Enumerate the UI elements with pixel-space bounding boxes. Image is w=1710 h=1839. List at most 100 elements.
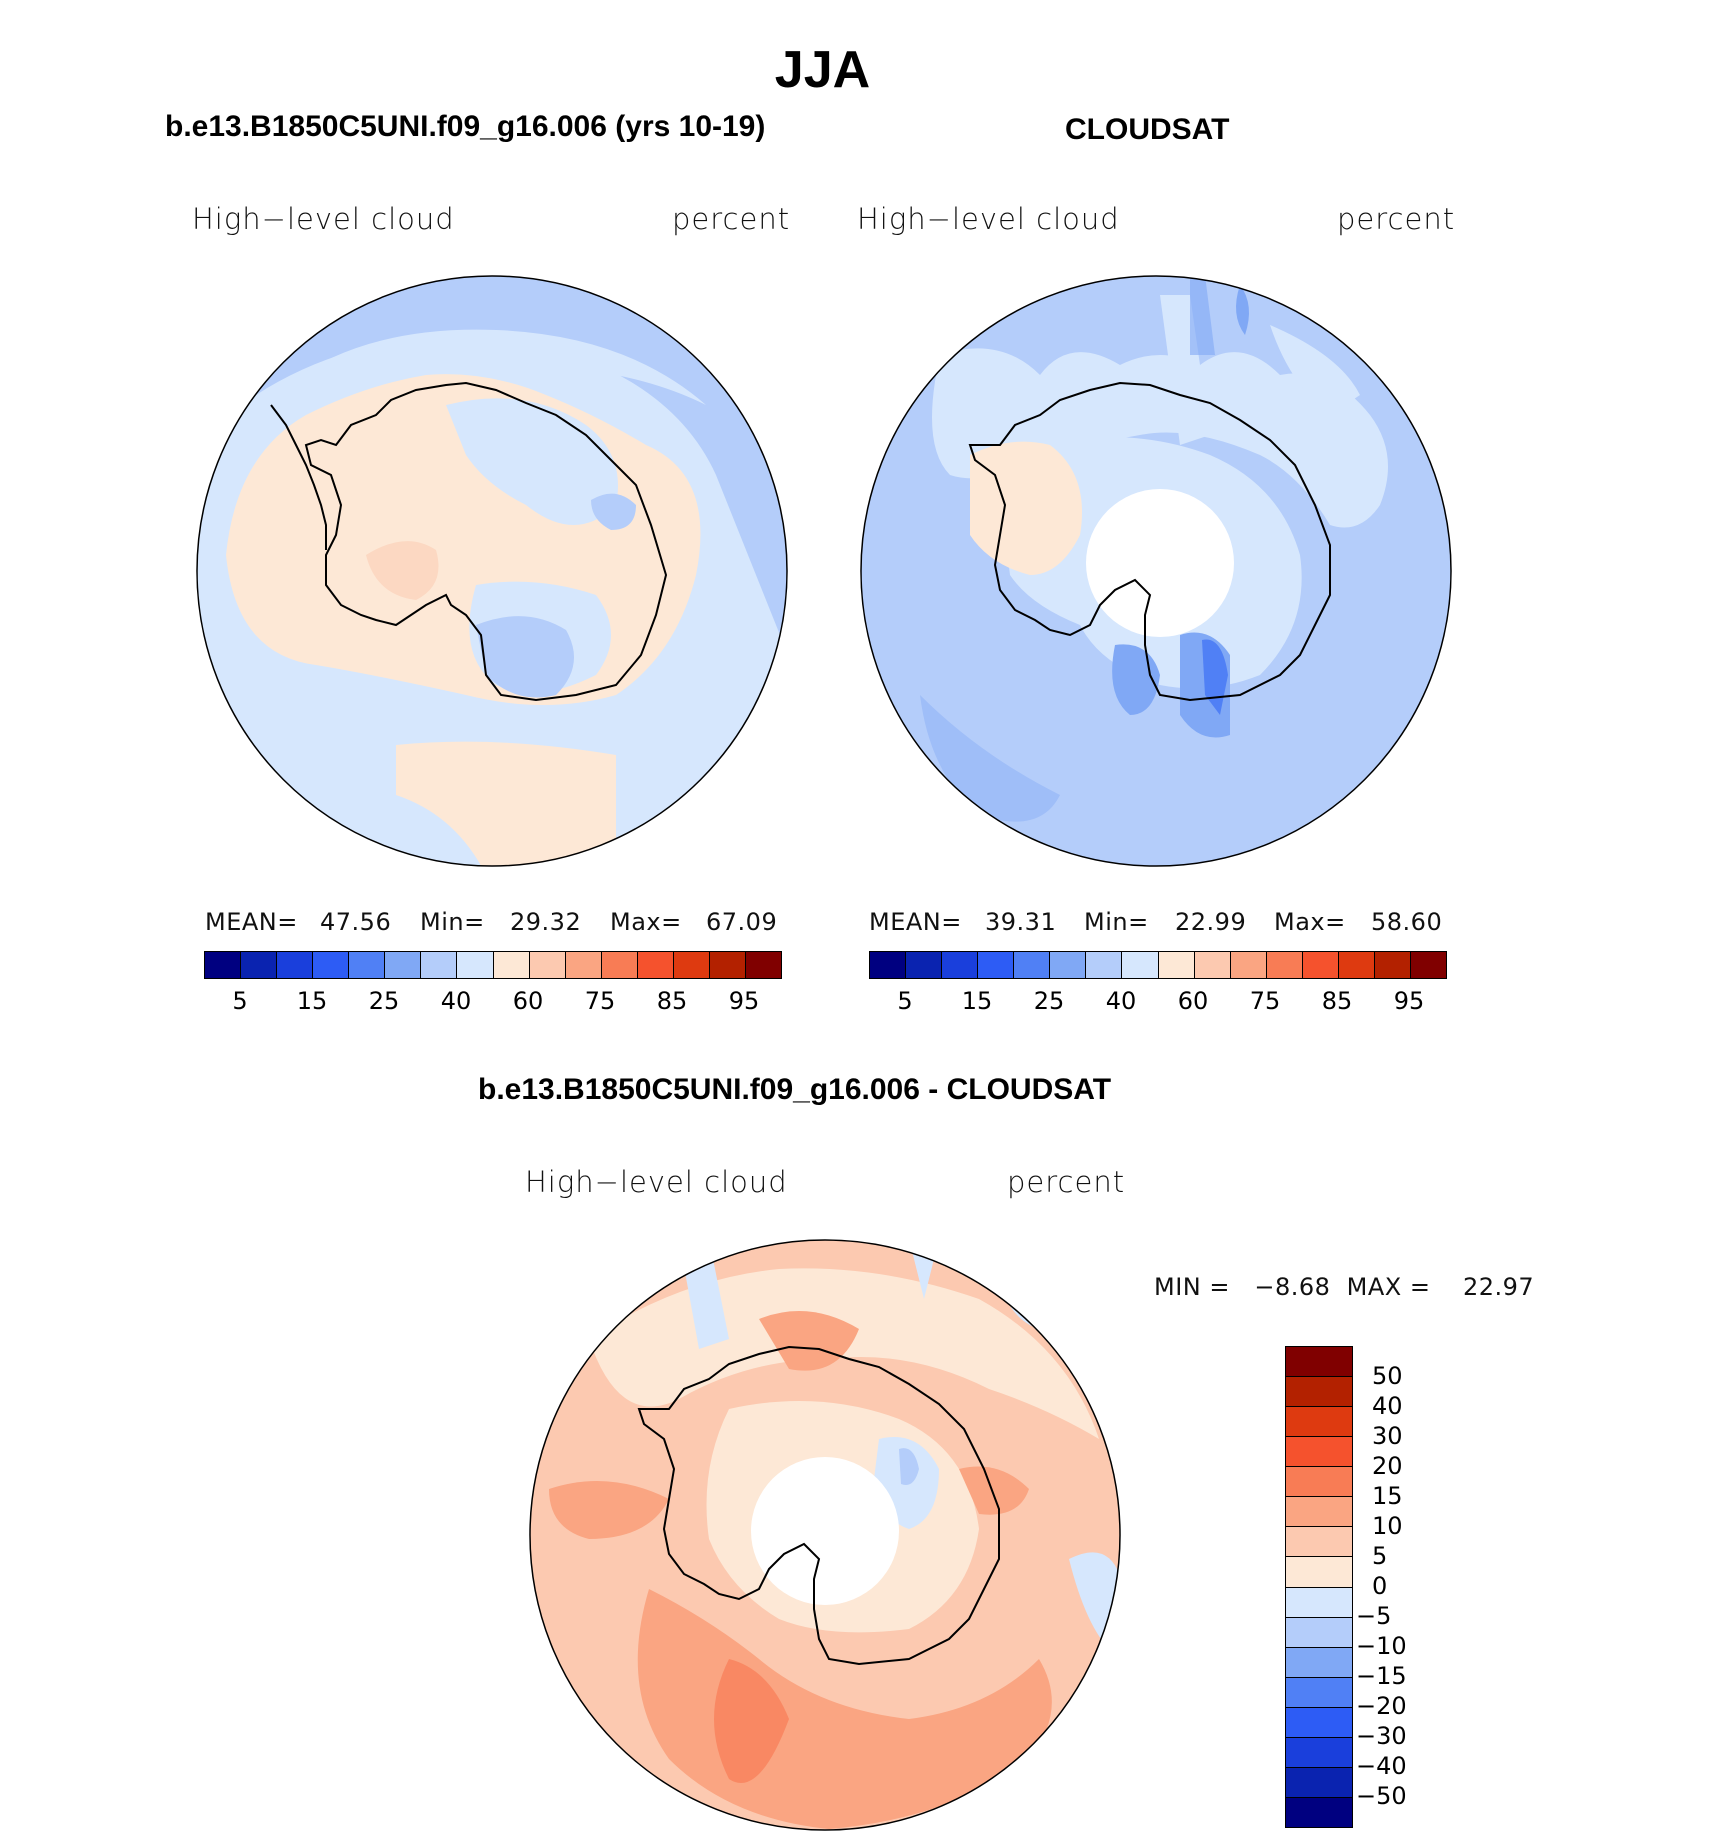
colorbar-tick-label: 20 — [1372, 1452, 1403, 1480]
colorbar-tick-label: −5 — [1356, 1602, 1392, 1630]
figure-title: JJA — [774, 41, 871, 99]
panel-2-max-value: 58.60 — [1371, 908, 1443, 936]
colorbar-swatch — [1014, 952, 1051, 978]
panel-3-units-label: percent — [1007, 1165, 1126, 1199]
colorbar-swatch — [1286, 1347, 1352, 1378]
panel-2-mean-label: MEAN= — [869, 908, 962, 936]
colorbar-tick-label: 60 — [1177, 987, 1209, 1015]
colorbar-swatch — [1286, 1737, 1352, 1768]
panel-2-units-label: percent — [1337, 202, 1456, 236]
colorbar-tick-label: 0 — [1372, 1572, 1388, 1600]
panel-1-colorbar — [204, 951, 782, 979]
colorbar-swatch — [1286, 1407, 1352, 1438]
panel-3-variable-label: High−level cloud — [525, 1165, 788, 1199]
colorbar-swatch — [1050, 952, 1087, 978]
colorbar-tick-label: −30 — [1356, 1722, 1407, 1750]
colorbar-tick-label: 85 — [1321, 987, 1353, 1015]
colorbar-swatch — [1122, 952, 1159, 978]
colorbar-swatch — [241, 952, 278, 978]
colorbar-swatch — [601, 952, 638, 978]
colorbar-swatch — [457, 952, 494, 978]
panel-2-colorbar — [869, 951, 1447, 979]
colorbar-swatch — [1286, 1557, 1352, 1588]
panel-3-title: b.e13.B1850C5UNI.f09_g16.006 - CLOUDSAT — [478, 1073, 1112, 1106]
colorbar-swatch — [1158, 952, 1195, 978]
colorbar-tick-label: 75 — [1249, 987, 1281, 1015]
colorbar-tick-label: 40 — [1372, 1392, 1403, 1420]
colorbar-swatch — [1286, 1647, 1352, 1678]
colorbar-swatch — [942, 952, 979, 978]
colorbar-swatch — [1286, 1707, 1352, 1738]
colorbar-swatch — [1302, 952, 1339, 978]
colorbar-tick-label: 5 — [1372, 1542, 1388, 1570]
colorbar-tick-label: 5 — [232, 987, 248, 1015]
colorbar-swatch — [385, 952, 422, 978]
colorbar-tick-label: 40 — [1105, 987, 1137, 1015]
panel-2-variable-label: High−level cloud — [857, 202, 1120, 236]
colorbar-swatch — [493, 952, 530, 978]
colorbar-tick-label: 25 — [368, 987, 400, 1015]
colorbar-swatch — [1374, 952, 1411, 978]
colorbar-swatch — [1286, 1677, 1352, 1708]
colorbar-tick-label: −20 — [1356, 1692, 1407, 1720]
panel-1-max-label: Max= — [610, 908, 682, 936]
colorbar-swatch — [313, 952, 350, 978]
colorbar-tick-label: 75 — [584, 987, 616, 1015]
colorbar-swatch — [529, 952, 566, 978]
panel-3-colorbar — [1285, 1346, 1353, 1828]
colorbar-tick-label: 30 — [1372, 1422, 1403, 1450]
colorbar-swatch — [906, 952, 943, 978]
colorbar-swatch — [1338, 952, 1375, 978]
panel-1-max-value: 67.09 — [706, 908, 778, 936]
panel-1-units-label: percent — [672, 202, 791, 236]
panel-2-mean-value: 39.31 — [985, 908, 1057, 936]
panel-1-variable-label: High−level cloud — [192, 202, 455, 236]
colorbar-swatch — [1266, 952, 1303, 978]
colorbar-swatch — [565, 952, 602, 978]
panel-2-min-label: Min= — [1084, 908, 1149, 936]
colorbar-tick-label: −10 — [1356, 1632, 1407, 1660]
colorbar-swatch — [1286, 1767, 1352, 1798]
panel-3-polar-map — [529, 1239, 1121, 1831]
colorbar-swatch — [1286, 1467, 1352, 1498]
panel-1-mean-value: 47.56 — [320, 908, 392, 936]
colorbar-tick-label: 25 — [1033, 987, 1065, 1015]
panel-2-min-value: 22.99 — [1175, 908, 1247, 936]
panel-2-polar-map — [860, 275, 1452, 867]
colorbar-swatch — [870, 952, 907, 978]
colorbar-swatch — [1286, 1587, 1352, 1618]
colorbar-tick-label: 95 — [728, 987, 760, 1015]
colorbar-swatch — [978, 952, 1015, 978]
colorbar-swatch — [277, 952, 314, 978]
colorbar-swatch — [421, 952, 458, 978]
panel-1-title: b.e13.B1850C5UNI.f09_g16.006 (yrs 10-19) — [165, 110, 766, 143]
colorbar-swatch — [1230, 952, 1267, 978]
colorbar-swatch — [205, 952, 242, 978]
colorbar-swatch — [1194, 952, 1231, 978]
colorbar-tick-label: 10 — [1372, 1512, 1403, 1540]
colorbar-tick-label: 15 — [1372, 1482, 1403, 1510]
panel-1-polar-map — [196, 275, 788, 867]
colorbar-swatch — [1286, 1797, 1352, 1827]
colorbar-tick-label: 50 — [1372, 1362, 1403, 1390]
colorbar-tick-label: 15 — [296, 987, 328, 1015]
colorbar-tick-label: 15 — [961, 987, 993, 1015]
panel-2-max-label: Max= — [1274, 908, 1346, 936]
panel-2-title: CLOUDSAT — [1065, 113, 1230, 146]
colorbar-tick-label: 85 — [656, 987, 688, 1015]
panel-1-min-value: 29.32 — [510, 908, 582, 936]
colorbar-swatch — [673, 952, 710, 978]
colorbar-tick-label: −40 — [1356, 1752, 1407, 1780]
colorbar-swatch — [1286, 1617, 1352, 1648]
colorbar-tick-label: −15 — [1356, 1662, 1407, 1690]
panel-3-min-max-label: MIN = −8.68 MAX = 22.97 — [1154, 1273, 1535, 1301]
colorbar-swatch — [1410, 952, 1446, 978]
colorbar-swatch — [745, 952, 781, 978]
colorbar-swatch — [637, 952, 674, 978]
panel-1-mean-label: MEAN= — [205, 908, 298, 936]
colorbar-tick-label: 95 — [1393, 987, 1425, 1015]
colorbar-swatch — [709, 952, 746, 978]
colorbar-swatch — [1286, 1437, 1352, 1468]
colorbar-tick-label: 40 — [440, 987, 472, 1015]
colorbar-tick-label: 60 — [512, 987, 544, 1015]
